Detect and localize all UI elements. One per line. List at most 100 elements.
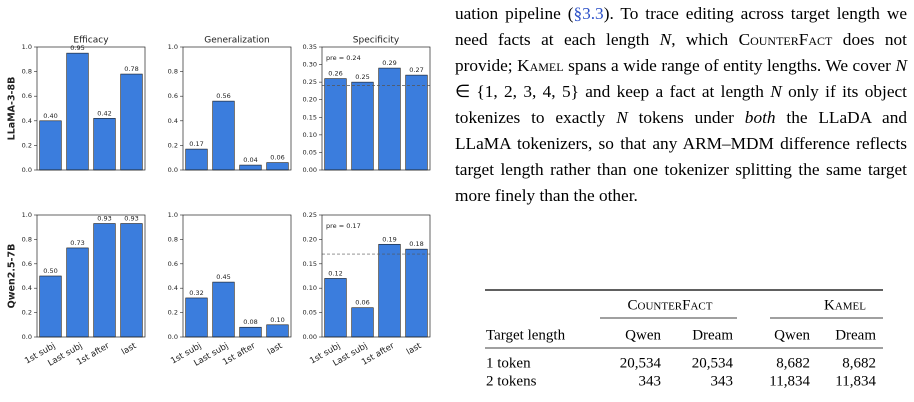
bar <box>185 297 208 338</box>
y-tick-label: 0.15 <box>303 113 317 121</box>
value-label: 0.17 <box>189 140 203 148</box>
column-header: Target length <box>486 327 566 343</box>
value-label: 0.95 <box>70 44 84 52</box>
value-label: 0.12 <box>328 269 342 277</box>
y-tick-label: 1.0 <box>22 211 32 219</box>
row-label: Qwen2.5-7B <box>7 244 18 309</box>
y-tick-label: 0.35 <box>303 43 317 51</box>
value-label: 0.29 <box>382 59 396 67</box>
y-tick-label: 0.20 <box>303 235 317 243</box>
y-tick-label: 0.05 <box>303 309 317 317</box>
y-tick-label: 0.4 <box>168 284 178 292</box>
value-label: 0.40 <box>43 112 57 120</box>
math: N <box>895 56 907 75</box>
table-cell: 20,534 <box>692 355 734 371</box>
y-tick-label: 0.10 <box>303 131 317 139</box>
dataset-name: Kamel <box>517 56 564 75</box>
table-cell: 11,834 <box>835 373 876 389</box>
math: ∈ {1, 2, 3, 4, 5} and keep a fact at len… <box>455 82 771 101</box>
value-label: 0.08 <box>243 318 257 326</box>
chart-title: Generalization <box>204 36 269 46</box>
axes-frame <box>321 46 431 171</box>
bar <box>66 52 89 171</box>
x-tick-label: last <box>266 341 285 358</box>
column-header: Dream <box>692 327 733 343</box>
bar <box>66 247 89 338</box>
table-cell: 1 token <box>486 355 531 371</box>
bar <box>93 223 116 338</box>
y-tick-label: 0.00 <box>303 333 317 341</box>
text: uation pipeline ( <box>455 4 574 23</box>
section-link[interactable]: §3.3 <box>573 4 604 23</box>
value-label: 0.06 <box>355 299 369 307</box>
text: spans a wide range of entity lengths. We… <box>563 56 896 75</box>
paragraph: uation pipeline (§3.3). To trace editing… <box>455 1 907 209</box>
y-tick-label: 1.0 <box>168 43 178 51</box>
axes-frame <box>321 214 431 338</box>
value-label: 0.78 <box>124 65 138 73</box>
x-tick-label: last <box>405 341 424 358</box>
axes-frame <box>182 214 292 338</box>
value-label: 0.04 <box>243 156 257 164</box>
math: N <box>659 30 672 49</box>
y-tick-label: 0.8 <box>22 235 32 243</box>
y-tick-label: 0.25 <box>303 211 317 219</box>
y-tick-label: 0.8 <box>22 68 32 76</box>
table-cell: 2 tokens <box>486 373 537 389</box>
value-label: 0.42 <box>97 109 111 117</box>
value-label: 0.25 <box>355 73 369 81</box>
bar <box>120 73 143 171</box>
table: CounterFact Kamel Target length Qwen Dream Qw… <box>485 289 883 389</box>
value-label: 0.10 <box>270 316 284 324</box>
bar <box>378 243 401 338</box>
y-tick-label: 0.05 <box>303 148 317 156</box>
bar <box>266 162 289 171</box>
y-tick-label: 0.30 <box>303 61 317 69</box>
bar <box>212 281 235 338</box>
group-header: CounterFact <box>628 297 713 313</box>
charts: 0.40 0.95 0.42 0.78 0.0 0.2 0.4 0.6 0.8 1.0 Effica… <box>7 36 431 369</box>
dataset-name: CounterFact <box>738 30 833 49</box>
bar <box>351 307 374 338</box>
y-tick-label: 0.2 <box>168 141 178 149</box>
y-tick-label: 0.4 <box>22 117 32 125</box>
bar <box>212 100 235 171</box>
y-tick-label: 0.00 <box>303 166 317 174</box>
y-tick-label: 0.0 <box>168 166 178 174</box>
text: tokens under <box>627 108 745 127</box>
chart-title: Efficacy <box>73 36 109 46</box>
text: the LLaDA and LLaMA tokenizers, so that … <box>455 108 907 205</box>
reference-label: pre = 0.17 <box>326 222 361 230</box>
value-label: 0.26 <box>328 70 342 78</box>
text: , which <box>671 30 739 49</box>
bar <box>93 118 116 171</box>
text: ). To trace editing across target length… <box>455 4 907 49</box>
bar <box>324 78 347 171</box>
bar <box>120 223 143 338</box>
value-label: 0.18 <box>409 240 423 248</box>
table-cell: 11,834 <box>769 373 810 389</box>
bar <box>239 164 262 171</box>
y-tick-label: 0.4 <box>168 117 178 125</box>
text: only if its object tokenizes to exactly <box>455 82 907 127</box>
bar <box>185 148 208 171</box>
value-label: 0.50 <box>43 267 57 275</box>
y-tick-label: 1.0 <box>22 43 32 51</box>
table-cell: 343 <box>639 373 662 389</box>
value-label: 0.56 <box>216 92 230 100</box>
y-tick-label: 0.2 <box>22 309 32 317</box>
value-label: 0.06 <box>270 154 284 162</box>
column-header: Qwen <box>625 327 661 343</box>
bar <box>239 326 262 338</box>
y-tick-label: 0.20 <box>303 96 317 104</box>
value-label: 0.32 <box>189 289 203 297</box>
y-tick-label: 1.0 <box>168 211 178 219</box>
value-label: 0.93 <box>124 215 138 223</box>
y-tick-label: 0.2 <box>22 141 32 149</box>
value-label: 0.27 <box>409 66 423 74</box>
value-label: 0.19 <box>382 235 396 243</box>
column-header: Dream <box>835 327 876 343</box>
value-label: 0.93 <box>97 215 111 223</box>
